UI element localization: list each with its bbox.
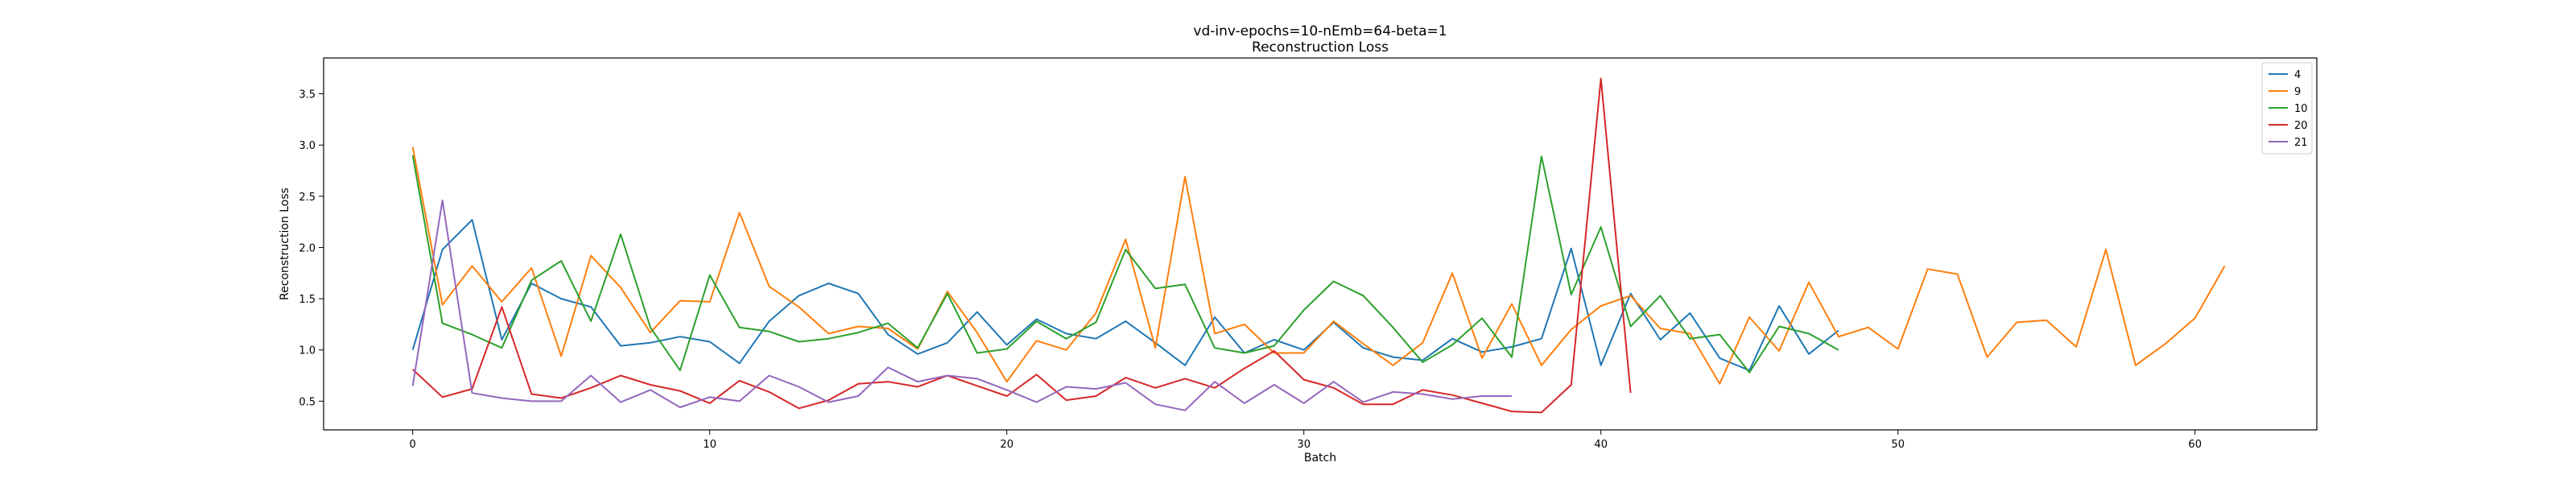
y-tick-label: 3.5 xyxy=(299,89,316,101)
series-line-20 xyxy=(412,77,1632,414)
y-tick-label: 0.5 xyxy=(299,396,316,408)
x-tick-label: 60 xyxy=(2188,439,2202,451)
x-tick-label: 50 xyxy=(1891,439,1905,451)
y-axis-label: Reconstruction Loss xyxy=(279,188,291,300)
axis-ticks: 0 10 20 30 40 50 60 0.5 1.0 1.5 2.0 2.5 3.0 3.5 xyxy=(299,89,2202,451)
x-tick-label: 30 xyxy=(1297,439,1311,451)
x-tick-label: 10 xyxy=(703,439,716,451)
legend-label: 9 xyxy=(2294,86,2301,98)
y-tick-label: 1.5 xyxy=(299,294,316,306)
y-tick-label: 2.0 xyxy=(299,242,316,254)
y-tick-label: 1.0 xyxy=(299,345,316,357)
legend-label: 20 xyxy=(2294,120,2308,132)
y-tick-label: 3.0 xyxy=(299,140,316,152)
chart-subtitle: Reconstruction Loss xyxy=(1252,39,1389,56)
legend-label: 10 xyxy=(2294,103,2308,115)
legend-label: 4 xyxy=(2294,69,2301,81)
series-line-9 xyxy=(411,147,2226,385)
x-tick-label: 40 xyxy=(1594,439,1608,451)
series-line-4 xyxy=(411,219,1839,372)
x-tick-label: 0 xyxy=(410,439,416,451)
series-line-10 xyxy=(411,155,1839,374)
series-layer xyxy=(411,77,2226,414)
series-line-21 xyxy=(411,199,1512,411)
x-tick-label: 20 xyxy=(1000,439,1013,451)
chart-title: vd-inv-epochs=10-nEmb=64-beta=1 xyxy=(1193,23,1447,39)
y-tick-label: 2.5 xyxy=(299,192,316,204)
legend: 4 9 10 20 21 xyxy=(2261,62,2313,155)
x-axis-label: Batch xyxy=(1304,452,1336,464)
legend-label: 21 xyxy=(2294,137,2308,149)
plot-area-frame xyxy=(323,57,2318,431)
